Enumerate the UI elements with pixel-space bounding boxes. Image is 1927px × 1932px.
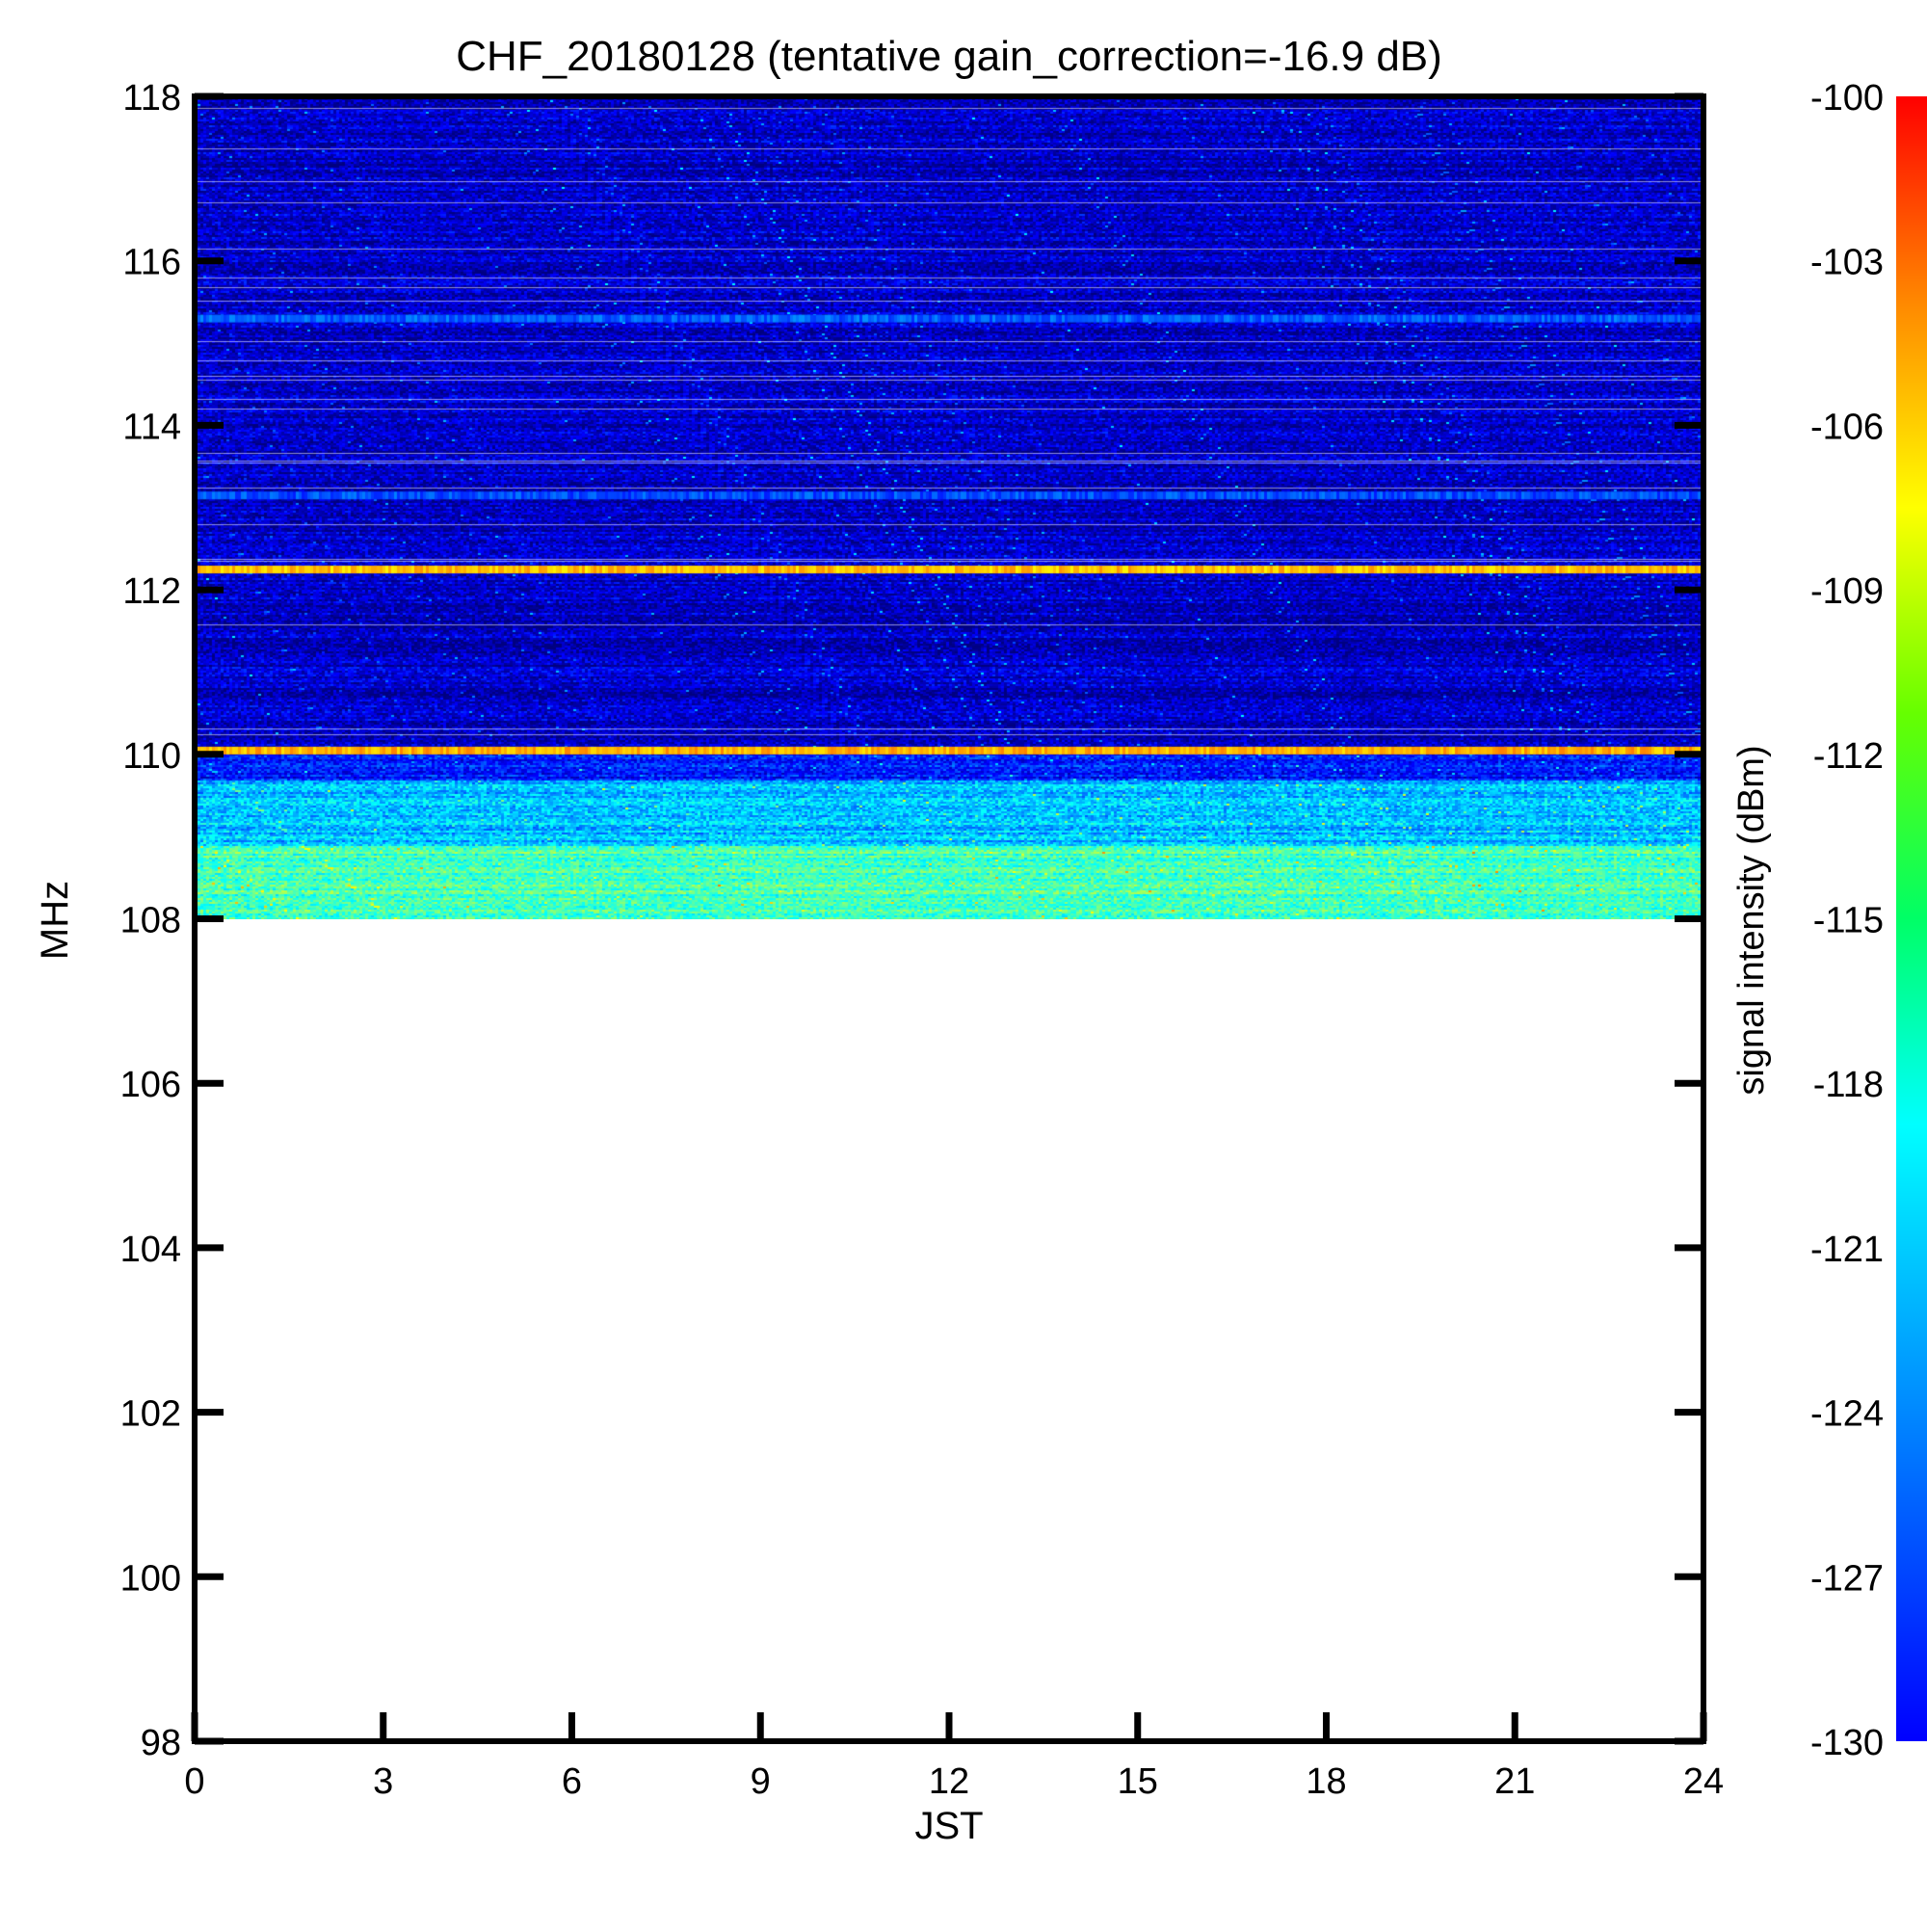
colorbar-ticks: -100 -103 -106 -109 -112 -115 -118 -121 -124 -127… [1810, 78, 1884, 1763]
colorbar-tick-label: -109 [1810, 571, 1884, 612]
y-tick-label: 102 [120, 1394, 181, 1435]
x-axis-ticks: 0 3 6 9 12 15 18 21 24 [184, 1712, 1724, 1802]
colorbar-tick-label: -130 [1810, 1723, 1884, 1763]
x-axis-label: JST [914, 1805, 983, 1847]
x-tick-label: 21 [1494, 1761, 1535, 1802]
colorbar-tick-label: -127 [1810, 1558, 1884, 1599]
y-tick-label: 114 [122, 407, 181, 447]
y-tick-label: 106 [120, 1065, 181, 1105]
colorbar-tick-label: -124 [1810, 1394, 1884, 1435]
x-tick-label: 18 [1306, 1761, 1346, 1802]
x-tick-label: 3 [373, 1761, 393, 1802]
y-tick-label: 98 [141, 1723, 181, 1763]
colorbar-tick-label: -112 [1813, 736, 1884, 777]
colorbar [1896, 96, 1927, 1741]
colorbar-tick-label: -100 [1810, 78, 1884, 119]
colorbar-tick-label: -115 [1813, 901, 1884, 941]
colorbar-tick-label: -106 [1810, 407, 1884, 447]
x-tick-label: 0 [184, 1761, 204, 1802]
y-tick-label: 108 [120, 901, 181, 941]
plot-frame [192, 93, 1706, 1744]
x-tick-label: 6 [562, 1761, 582, 1802]
heatmap-image [195, 96, 1703, 919]
x-tick-label: 15 [1118, 1761, 1158, 1802]
y-axis-ticks: 98 100 102 104 106 108 110 112 114 116 118 [120, 78, 1703, 1763]
y-tick-label: 112 [122, 571, 181, 612]
y-axis-label: MHz [34, 881, 76, 960]
y-tick-label: 100 [120, 1558, 181, 1599]
y-tick-label: 116 [122, 243, 181, 283]
colorbar-tick-label: -121 [1810, 1230, 1884, 1270]
colorbar-tick-label: -103 [1810, 243, 1884, 283]
colorbar-tick-label: -118 [1813, 1065, 1884, 1105]
colorbar-label: signal intensity (dBm) [1731, 745, 1772, 1095]
x-tick-label: 9 [751, 1761, 771, 1802]
chart-title: CHF_20180128 (tentative gain_correction=… [456, 33, 1442, 80]
y-tick-label: 110 [122, 736, 181, 777]
x-tick-label: 12 [929, 1761, 969, 1802]
x-tick-label: 24 [1683, 1761, 1724, 1802]
y-tick-label: 118 [122, 78, 181, 119]
y-tick-label: 104 [120, 1230, 181, 1270]
